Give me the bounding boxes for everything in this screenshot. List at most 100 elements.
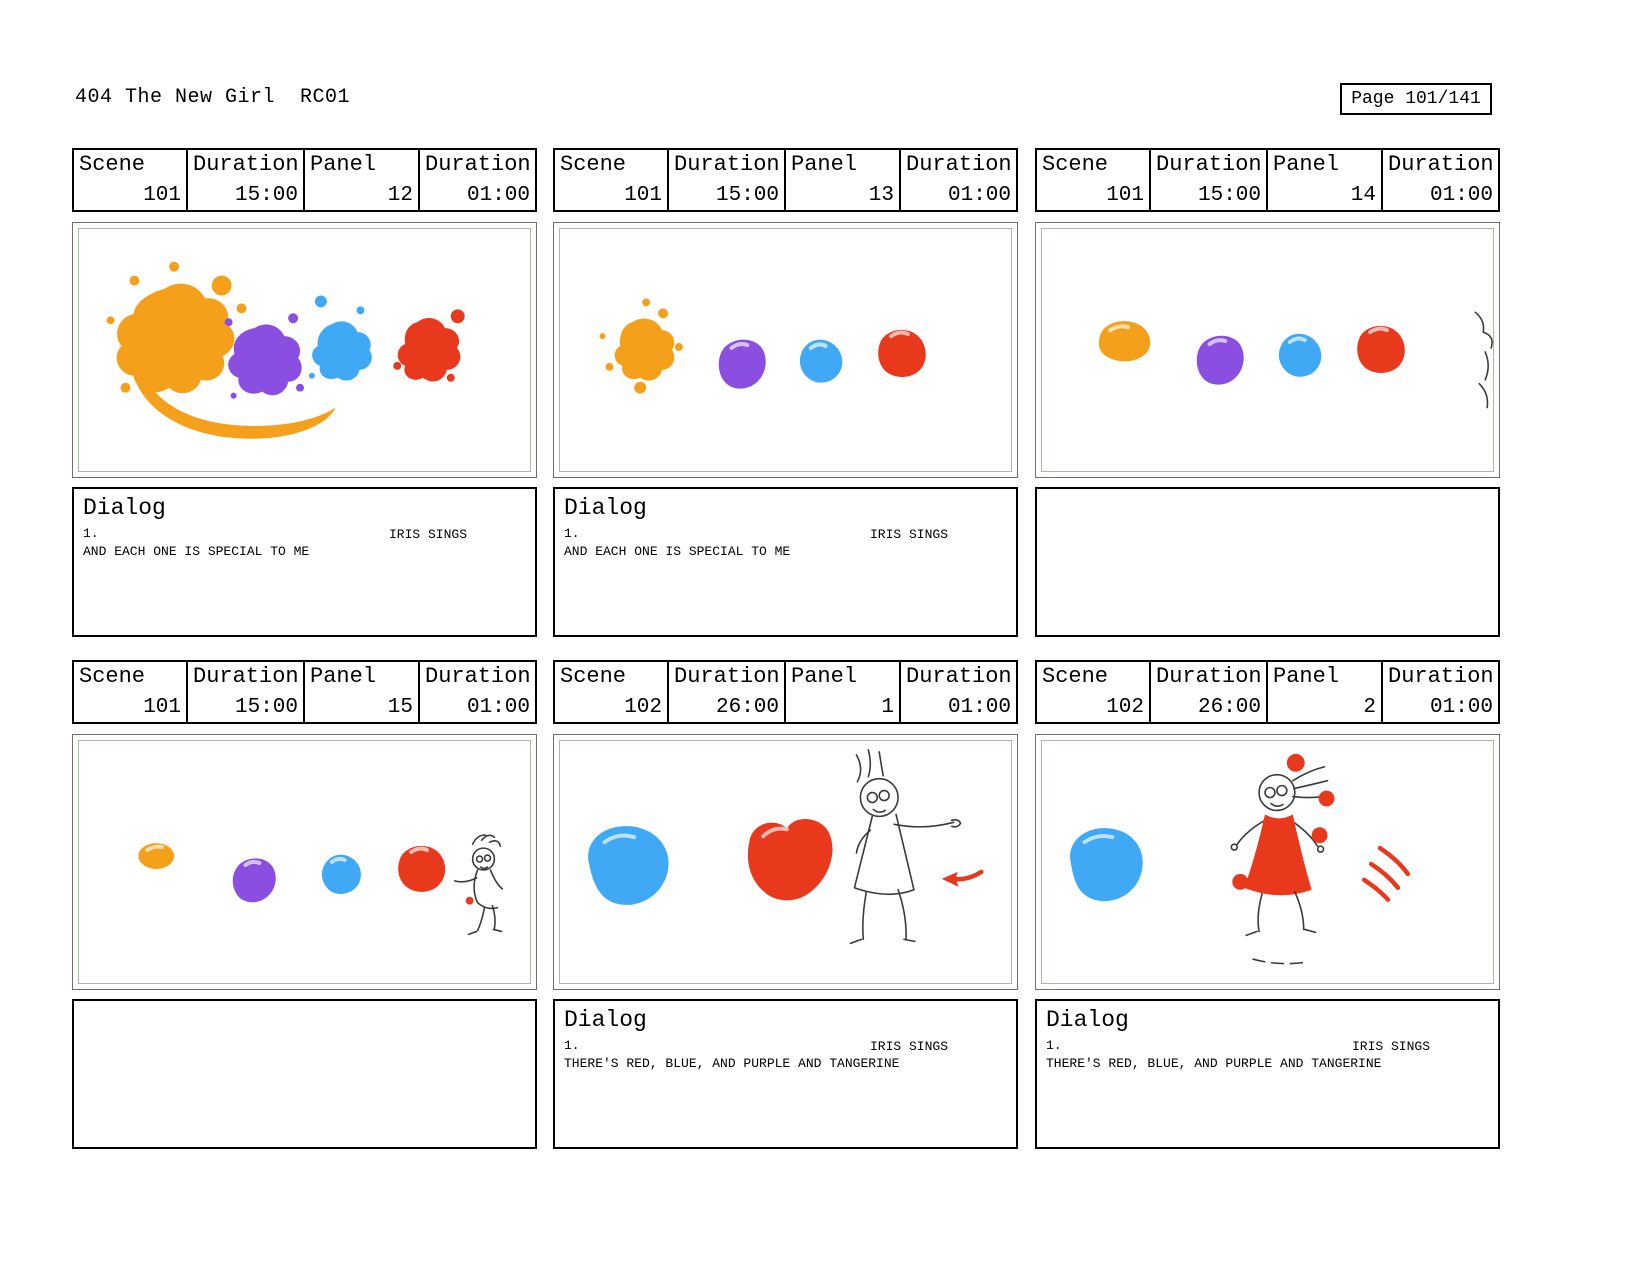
blue-jelly-bean [588,826,669,905]
panel-duration-value: 01:00 [1429,696,1493,719]
scene-duration-value: 26:00 [1197,696,1261,719]
panel-label: Panel [791,152,858,177]
panel-image-inner [78,228,531,472]
dialog-text: THERE'S RED, BLUE, AND PURPLE AND TANGER… [1046,1056,1382,1071]
dialog-box: Dialog 1. IRIS SINGS THERE'S RED, BLUE, … [553,999,1018,1149]
panel-image-frame [553,222,1018,478]
dialog-meta [83,1038,526,1055]
scene-value: 101 [143,696,181,719]
duration-label: Duration [1388,152,1494,177]
scene-cell: Scene 101 [74,662,188,722]
panel-image-inner [559,228,1012,472]
page-indicator: Page 101/141 [1340,83,1492,115]
scene-duration-cell: Duration 26:00 [669,662,786,722]
panel-header-table: Scene 101 Duration 15:00 Panel 15 Durati… [72,660,537,724]
dialog-number: 1. [564,526,580,541]
panel-label: Panel [1273,152,1340,177]
duration-label: Duration [906,152,1012,177]
dialog-text: AND EACH ONE IS SPECIAL TO ME [564,544,791,559]
panel-value: 14 [1350,184,1376,207]
scene-value: 101 [624,184,662,207]
dialog-title [83,1007,526,1035]
scene-cell: Scene 101 [1037,150,1151,210]
storyboard-panel-s102-1: Scene 102 Duration 26:00 Panel 1 Duratio… [553,660,1018,1150]
scene-cell: Scene 101 [555,150,669,210]
duration-label: Duration [193,152,299,177]
panel-duration-cell: Duration 01:00 [420,150,535,210]
dialog-speaker: IRIS SINGS [389,527,468,542]
red-dress [1244,814,1312,896]
duration-label: Duration [1388,664,1494,689]
panel-artwork-girl-beans [588,749,984,945]
red-paint-splat [393,309,465,382]
scene-value: 102 [624,696,662,719]
dialog-title: Dialog [83,495,166,521]
purple-jelly-drop [232,858,276,903]
dialog-box: Dialog 1. IRIS SINGS THERE'S RED, BLUE, … [1035,999,1500,1149]
panel-header-table: Scene 101 Duration 15:00 Panel 14 Durati… [1035,148,1500,212]
scene-duration-value: 15:00 [715,184,779,207]
dialog-meta: 1. IRIS SINGS [83,526,526,543]
panel-duration-cell: Duration 01:00 [420,662,535,722]
panel-image-frame [72,222,537,478]
dialog-speaker: IRIS SINGS [1352,1039,1431,1054]
red-heart-blob [747,818,833,901]
panel-duration-cell: Duration 01:00 [901,150,1016,210]
scene-label: Scene [79,152,146,177]
duration-label: Duration [674,664,780,689]
sketch-girl-skipping [1230,765,1329,853]
dialog-title: Dialog [564,495,647,521]
duration-label: Duration [906,664,1012,689]
panel-image-inner [1041,228,1494,472]
scene-value: 101 [1106,184,1144,207]
duration-label: Duration [193,664,299,689]
dialog-meta [1046,526,1489,543]
dialog-box: Dialog 1. IRIS SINGS AND EACH ONE IS SPE… [72,487,537,637]
scene-label: Scene [79,664,146,689]
panel-duration-value: 01:00 [466,696,530,719]
panel-value: 13 [868,184,894,207]
scene-label: Scene [560,152,627,177]
dialog-number: 1. [1046,1038,1062,1053]
scene-duration-cell: Duration 15:00 [1151,150,1268,210]
orange-jelly-drop [138,843,175,869]
panel-image-frame [72,734,537,990]
blue-jelly-bean [1070,828,1143,902]
panel-label: Panel [310,152,377,177]
panel-duration-value: 01:00 [947,184,1011,207]
dialog-title: Dialog [1046,1007,1129,1033]
scene-cell: Scene 101 [74,150,188,210]
scene-duration-value: 15:00 [234,184,298,207]
sketch-girl-small [453,834,504,936]
panel-header-table: Scene 102 Duration 26:00 Panel 2 Duratio… [1035,660,1500,724]
red-jelly-drop [1357,325,1405,373]
dialog-box-empty [1035,487,1500,637]
panel-artwork-drops [1098,311,1493,409]
dialog-meta: 1. IRIS SINGS [564,1038,1007,1055]
dialog-box: Dialog 1. IRIS SINGS AND EACH ONE IS SPE… [553,487,1018,637]
blue-jelly-drop [799,339,843,383]
document-title: 404 The New Girl RC01 [75,86,351,109]
dialog-title: Dialog [564,1007,647,1033]
scene-duration-value: 15:00 [234,696,298,719]
scene-duration-cell: Duration 15:00 [188,662,305,722]
purple-paint-splat [224,313,305,399]
panel-duration-cell: Duration 01:00 [901,662,1016,722]
purple-jelly-drop [1196,335,1244,385]
scene-value: 101 [143,184,181,207]
dialog-text: AND EACH ONE IS SPECIAL TO ME [83,544,310,559]
panel-label: Panel [791,664,858,689]
scene-label: Scene [1042,664,1109,689]
dialog-title [1046,495,1489,523]
panel-cell: Panel 13 [786,150,901,210]
orange-paint-splat [106,261,336,439]
panel-header-table: Scene 101 Duration 15:00 Panel 13 Durati… [553,148,1018,212]
panel-cell: Panel 15 [305,662,420,722]
duration-label: Duration [1156,152,1262,177]
duration-label: Duration [1156,664,1262,689]
scene-duration-cell: Duration 15:00 [669,150,786,210]
panel-label: Panel [1273,664,1340,689]
orange-swoosh [131,351,336,439]
panel-header-table: Scene 101 Duration 15:00 Panel 12 Durati… [72,148,537,212]
panel-image-inner [559,740,1012,984]
